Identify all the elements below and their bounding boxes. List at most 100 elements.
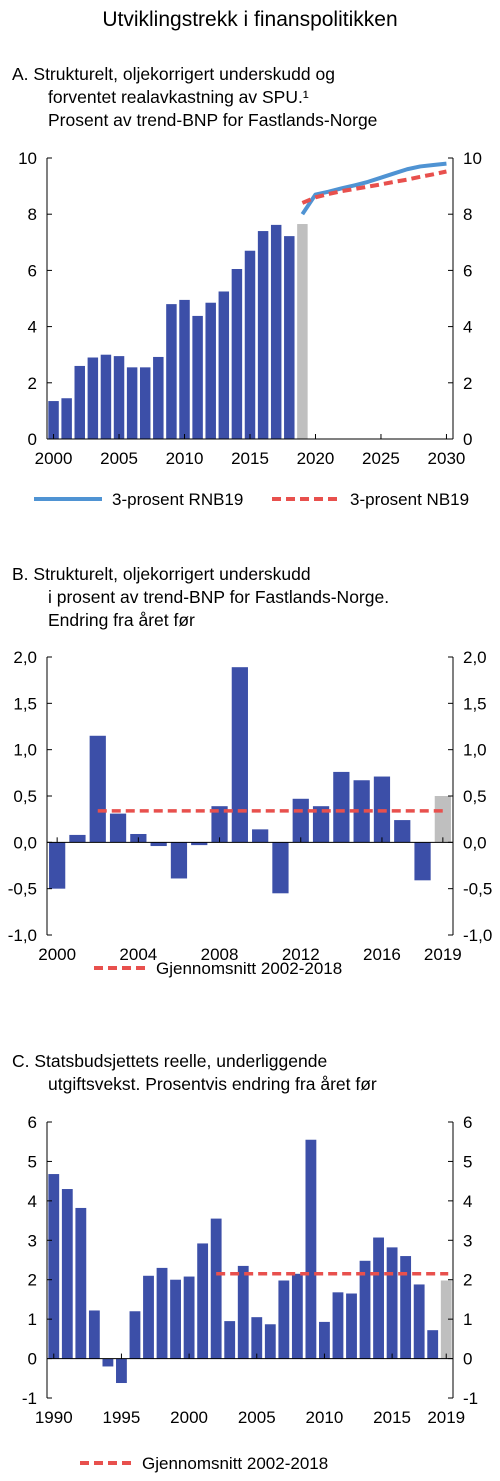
panel-a-bar-2003 bbox=[87, 357, 99, 439]
panel-a-ytick-right-label: 4 bbox=[463, 318, 472, 337]
panel-c-bar-2007 bbox=[278, 1280, 290, 1359]
panel-a-xtick-label: 2030 bbox=[428, 449, 466, 468]
panel-a-bar-2013 bbox=[218, 291, 230, 439]
panel-c-bar-1990 bbox=[48, 1174, 60, 1359]
panel-c-bar-1991 bbox=[61, 1189, 73, 1359]
panel-a-bar-2002 bbox=[74, 365, 85, 439]
panel-a-bar-2015 bbox=[244, 250, 256, 439]
panel-b-ytick-left-label: 0,5 bbox=[13, 787, 37, 806]
panel-a-bar-2008 bbox=[153, 356, 164, 439]
panel-b-ytick-right-label: 0,5 bbox=[463, 787, 487, 806]
panel-b-bar-2019 bbox=[434, 796, 451, 843]
panel-b-bar-2010 bbox=[252, 829, 269, 843]
panel-a-title-line-2: forventet realavkastning av SPU.¹ bbox=[48, 87, 309, 107]
panel-c-bar-1993 bbox=[88, 1310, 100, 1359]
panel-a-ytick-right-label: 0 bbox=[463, 430, 472, 449]
panel-c-bar-2003 bbox=[224, 1321, 236, 1359]
panel-a-ytick-left-label: 8 bbox=[28, 205, 37, 224]
panel-c-bar-2014 bbox=[373, 1237, 384, 1359]
panel-c-bar-1999 bbox=[170, 1279, 181, 1359]
panel-c-ytick-right-label: 2 bbox=[463, 1271, 472, 1290]
panel-c-bar-1992 bbox=[75, 1207, 87, 1359]
panel-c-ytick-left-label: -1 bbox=[22, 1389, 37, 1408]
panel-c-ytick-left-label: 0 bbox=[28, 1350, 37, 1369]
panel-b-bar-2011 bbox=[272, 842, 289, 894]
panel-a-series-line-0 bbox=[300, 161, 447, 216]
panel-b-xtick-label: 2019 bbox=[424, 945, 462, 964]
panel-a-bar-2017 bbox=[270, 224, 282, 439]
legend-rnb19-label: 3-prosent RNB19 bbox=[112, 490, 243, 509]
panel-b-ytick-left-label: -0,5 bbox=[8, 880, 37, 899]
panel-b-bar-2002 bbox=[89, 735, 106, 843]
panel-a-ytick-left-label: 0 bbox=[28, 430, 37, 449]
panel-b-bar-2013 bbox=[312, 806, 330, 843]
panel-c-bar-2010 bbox=[319, 1321, 330, 1359]
panel-c-bar-2013 bbox=[359, 1260, 371, 1359]
panel-b-xtick-label: 2012 bbox=[282, 945, 320, 964]
panel-b-ytick-left-label: 0,0 bbox=[13, 833, 37, 852]
panel-a-bar-2011 bbox=[192, 315, 203, 439]
panel-c-bar-2011 bbox=[332, 1292, 344, 1359]
panel-b-xtick-label: 2000 bbox=[38, 945, 76, 964]
panel-b-ytick-right-label: 1,0 bbox=[463, 741, 487, 760]
panel-b-xtick-label: 2004 bbox=[119, 945, 157, 964]
panel-b-title-line-2: i prosent av trend-BNP for Fastlands-Nor… bbox=[48, 587, 389, 607]
panel-a-ytick-left-label: 6 bbox=[28, 261, 37, 280]
panel-c-ytick-right-label: 6 bbox=[463, 1113, 472, 1132]
panel-c-bar-2012 bbox=[346, 1293, 357, 1359]
panel-b-ytick-left-label: 2,0 bbox=[13, 648, 37, 667]
panel-c-xtick-label: 2000 bbox=[170, 1408, 208, 1427]
panel-c-xtick-label: 2010 bbox=[306, 1408, 344, 1427]
panel-a-bar-2007 bbox=[139, 367, 151, 439]
panel-c-bar-2017 bbox=[413, 1284, 425, 1359]
panel-b-xtick-label: 2008 bbox=[201, 945, 239, 964]
panel-a-bar-2000 bbox=[48, 401, 59, 439]
panel-c-xtick-label: 2019 bbox=[427, 1408, 465, 1427]
panel-c-ytick-right-label: -1 bbox=[463, 1389, 478, 1408]
panel-b-bar-2014 bbox=[333, 771, 350, 843]
figure-title: Utviklingstrekk i finanspolitikken bbox=[102, 8, 397, 31]
panel-c-bar-2004 bbox=[237, 1265, 249, 1359]
panel-c-ytick-right-label: 1 bbox=[463, 1310, 472, 1329]
panel-b-ytick-right-label: 1,5 bbox=[463, 694, 487, 713]
panel-c-ytick-right-label: 5 bbox=[463, 1152, 472, 1171]
panel-b-ytick-right-label: -1,0 bbox=[463, 926, 492, 945]
panel-b-bar-2006 bbox=[170, 842, 188, 879]
panel-b-bar-2001 bbox=[69, 834, 86, 843]
panel-c-bar-2016 bbox=[400, 1256, 412, 1359]
panel-c-bar-1995 bbox=[116, 1358, 127, 1384]
panel-b-bar-2008 bbox=[211, 806, 228, 843]
panel-c-ytick-left-label: 3 bbox=[28, 1231, 37, 1250]
panel-a-bar-2005 bbox=[113, 356, 125, 439]
panel-a-xtick-label: 2015 bbox=[231, 449, 269, 468]
panel-c-title-line-1: C. Statsbudsjettets reelle, underliggend… bbox=[12, 1051, 327, 1071]
panel-c-ytick-left-label: 5 bbox=[28, 1152, 37, 1171]
panel-c-bar-2008 bbox=[291, 1273, 303, 1359]
panel-a-xtick-label: 2020 bbox=[297, 449, 335, 468]
panel-c-ytick-left-label: 2 bbox=[28, 1271, 37, 1290]
panel-a-ytick-left-label: 2 bbox=[28, 374, 37, 393]
panel-c-ytick-right-label: 4 bbox=[463, 1192, 472, 1211]
panel-c-bar-2001 bbox=[197, 1243, 209, 1359]
panel-c-ytick-right-label: 3 bbox=[463, 1231, 472, 1250]
legend-average-b-label: Gjennomsnitt 2002-2018 bbox=[156, 959, 342, 978]
panel-c-bar-2018 bbox=[427, 1330, 439, 1359]
panel-a-bar-2004 bbox=[100, 354, 112, 439]
panel-a: A. Strukturelt, oljekorrigert underskudd… bbox=[12, 64, 482, 509]
panel-a-bar-2019 bbox=[297, 224, 308, 439]
panel-b-ytick-right-label: 2,0 bbox=[463, 648, 487, 667]
panel-a-bar-2009 bbox=[166, 304, 177, 439]
panel-c-bar-2005 bbox=[251, 1317, 263, 1359]
panel-a-ytick-left-label: 4 bbox=[28, 318, 37, 337]
panel-b-bar-2000 bbox=[49, 842, 66, 889]
panel-c-title-line-2: utgiftsvekst. Prosentvis endring fra åre… bbox=[48, 1074, 377, 1094]
panel-c-ytick-left-label: 1 bbox=[28, 1310, 37, 1329]
panel-a-ytick-right-label: 2 bbox=[463, 374, 472, 393]
panel-a-xtick-label: 2010 bbox=[166, 449, 204, 468]
panel-c-ytick-right-label: 0 bbox=[463, 1350, 472, 1369]
panel-b-ytick-right-label: 0,0 bbox=[463, 833, 487, 852]
legend-nb19-label: 3-prosent NB19 bbox=[350, 490, 469, 509]
panel-a-bar-2014 bbox=[231, 269, 243, 439]
panel-c-bar-2006 bbox=[264, 1324, 276, 1359]
